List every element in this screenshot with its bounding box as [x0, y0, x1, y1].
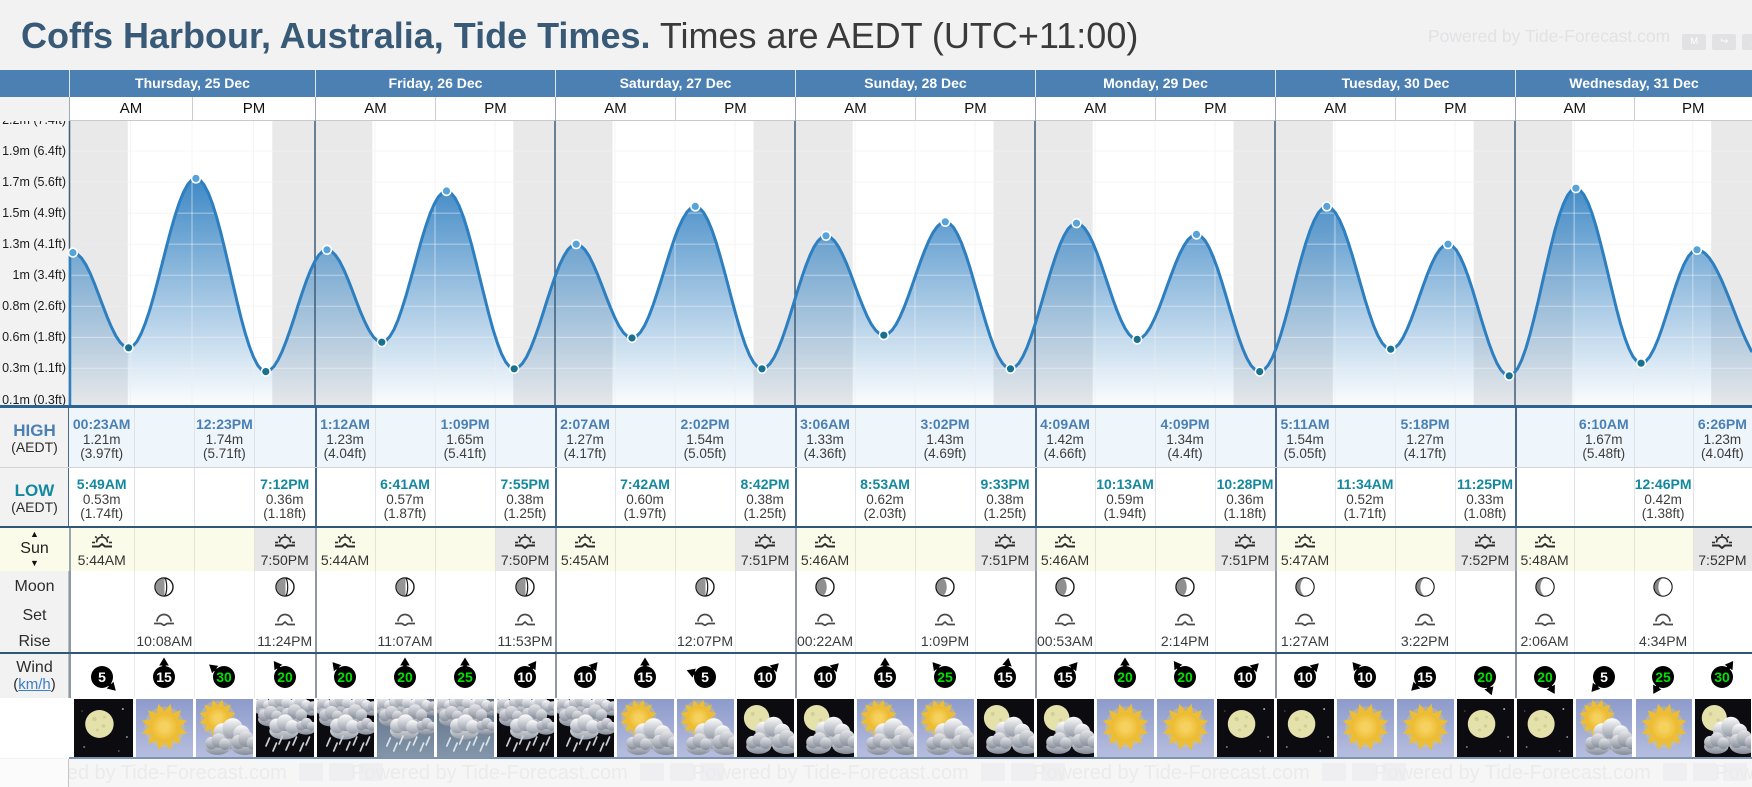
svg-text:10: 10	[1297, 669, 1313, 685]
svg-text:10: 10	[757, 669, 773, 685]
svg-text:15: 15	[157, 669, 173, 685]
svg-text:15: 15	[997, 669, 1013, 685]
svg-text:10: 10	[817, 669, 833, 685]
svg-text:25: 25	[457, 669, 473, 685]
svg-text:15: 15	[877, 669, 893, 685]
svg-text:20: 20	[1177, 669, 1193, 685]
svg-text:15: 15	[1417, 669, 1433, 685]
svg-text:10: 10	[1237, 669, 1253, 685]
svg-text:25: 25	[1655, 669, 1671, 685]
svg-text:10: 10	[1357, 669, 1373, 685]
svg-text:20: 20	[1117, 669, 1133, 685]
svg-text:20: 20	[1477, 669, 1493, 685]
svg-text:30: 30	[217, 669, 233, 685]
svg-text:15: 15	[1057, 669, 1073, 685]
svg-text:10: 10	[517, 669, 533, 685]
svg-text:10: 10	[577, 669, 593, 685]
svg-text:20: 20	[277, 669, 293, 685]
svg-text:5: 5	[98, 669, 106, 685]
svg-text:5: 5	[701, 669, 709, 685]
svg-text:25: 25	[937, 669, 953, 685]
svg-text:5: 5	[1600, 669, 1608, 685]
svg-text:15: 15	[637, 669, 653, 685]
svg-text:20: 20	[397, 669, 413, 685]
svg-text:20: 20	[1537, 669, 1553, 685]
svg-text:20: 20	[337, 669, 353, 685]
svg-text:30: 30	[1715, 669, 1731, 685]
